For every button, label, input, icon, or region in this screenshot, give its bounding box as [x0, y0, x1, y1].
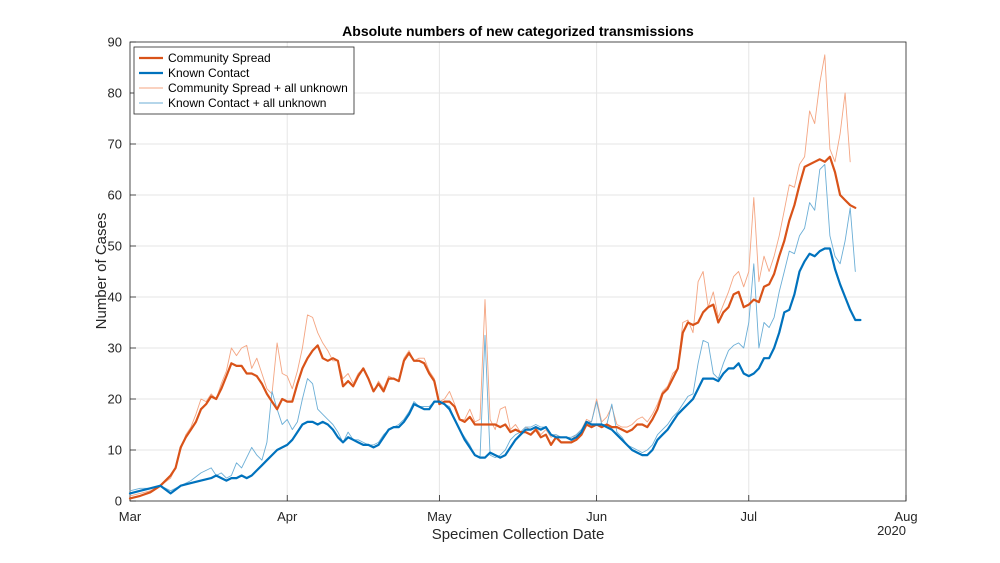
plot-frame — [129, 41, 907, 502]
legend-label-community-spread-unknown: Community Spread + all unknown — [168, 81, 348, 95]
series-line-known-contact — [128, 247, 862, 495]
legend-label-known-contact-unknown: Known Contact + all unknown — [168, 96, 326, 110]
legend-box — [133, 46, 355, 115]
legend: Community Spread Known Contact Community… — [133, 46, 355, 115]
y-tick-label: 90 — [108, 35, 122, 50]
x-axis-label: Specimen Collection Date — [432, 526, 605, 543]
y-tick-label: 20 — [108, 392, 122, 407]
series-line-community-spread — [128, 155, 857, 500]
y-tick-label: 40 — [108, 290, 122, 305]
y-tick-label: 0 — [115, 494, 122, 509]
y-tick-label: 30 — [108, 341, 122, 356]
y-tick-label: 80 — [108, 86, 122, 101]
y-tick-label: 60 — [108, 188, 122, 203]
x-tick-label: Apr — [277, 509, 298, 524]
y-ticks: 0 10 20 30 40 50 60 70 80 90 — [108, 35, 136, 509]
series-line-community-spread-all-unknown — [129, 54, 851, 497]
y-tick-label: 10 — [108, 443, 122, 458]
x-tick-label: Aug — [894, 509, 917, 524]
y-tick-label: 50 — [108, 239, 122, 254]
x-tick-label: May — [427, 509, 452, 524]
year-label: 2020 — [877, 523, 906, 538]
series-line-known-contact-all-unknown — [129, 163, 856, 492]
legend-label-community-spread: Community Spread — [168, 51, 271, 65]
x-tick-label: Jul — [740, 509, 757, 524]
series-lines — [128, 54, 862, 500]
chart-title: Absolute numbers of new categorized tran… — [342, 23, 694, 39]
x-tick-label: Mar — [119, 509, 142, 524]
legend-label-known-contact: Known Contact — [168, 66, 250, 80]
x-ticks: Mar Apr May Jun Jul Aug — [119, 495, 918, 524]
y-tick-label: 70 — [108, 137, 122, 152]
y-axis-label: Number of Cases — [93, 213, 110, 330]
x-tick-label: Jun — [586, 509, 607, 524]
